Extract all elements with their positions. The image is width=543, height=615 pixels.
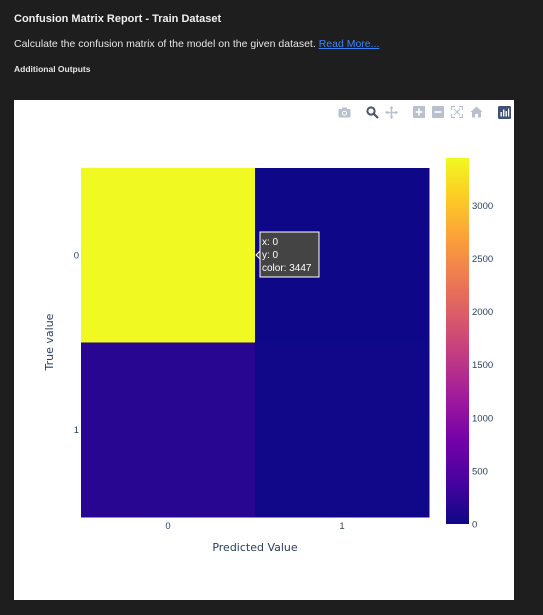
hover-y: y: 0 (262, 250, 279, 261)
additional-outputs-heading: Additional Outputs (14, 64, 91, 74)
read-more-link[interactable]: Read More... (318, 38, 380, 50)
zoom-out-icon[interactable] (430, 104, 446, 120)
zoom-icon[interactable] (364, 104, 380, 120)
colorbar-tick-label: 0 (472, 520, 477, 531)
zoom-in-icon[interactable] (411, 104, 427, 120)
colorbar-tick-label: 2000 (472, 307, 493, 318)
home-icon[interactable] (468, 104, 484, 120)
colorbar-tick-label: 1500 (472, 360, 493, 371)
x-tick-label: 1 (339, 521, 344, 532)
colorbar-tick-label: 1000 (472, 413, 493, 424)
hover-tooltip: x: 0 y: 0 color: 3447 (255, 231, 320, 278)
heatmap-cell[interactable] (81, 342, 256, 518)
hover-color: color: 3447 (262, 263, 312, 274)
x-tick-label: 0 (165, 521, 170, 532)
heatmap-cell[interactable] (81, 168, 256, 343)
y-axis-title: True value (43, 313, 56, 371)
colorbar-tick-label: 3000 (472, 201, 493, 212)
report-description: Calculate the confusion matrix of the mo… (14, 38, 379, 50)
heatmap-chart[interactable]: 0 1 0 1 Predicted Value True value 0 500 1000… (14, 100, 514, 600)
camera-icon[interactable] (336, 104, 352, 120)
colorbar (446, 158, 469, 524)
description-text: Calculate the confusion matrix of the mo… (14, 38, 316, 50)
report-title: Confusion Matrix Report - Train Dataset (14, 13, 222, 25)
plot-panel: 0 1 0 1 Predicted Value True value 0 500 1000… (14, 100, 514, 600)
colorbar-tick-label: 2500 (472, 254, 493, 265)
heatmap-cell[interactable] (255, 342, 430, 518)
autoscale-icon[interactable] (449, 104, 465, 120)
y-tick-label: 0 (74, 250, 79, 261)
colorbar-tick-label: 500 (472, 466, 488, 477)
x-axis-title: Predicted Value (212, 541, 298, 554)
modebar (336, 103, 512, 121)
plotly-logo-icon[interactable] (496, 104, 512, 120)
pan-icon[interactable] (383, 104, 399, 120)
y-tick-label: 1 (74, 425, 79, 436)
hover-x: x: 0 (262, 237, 279, 248)
